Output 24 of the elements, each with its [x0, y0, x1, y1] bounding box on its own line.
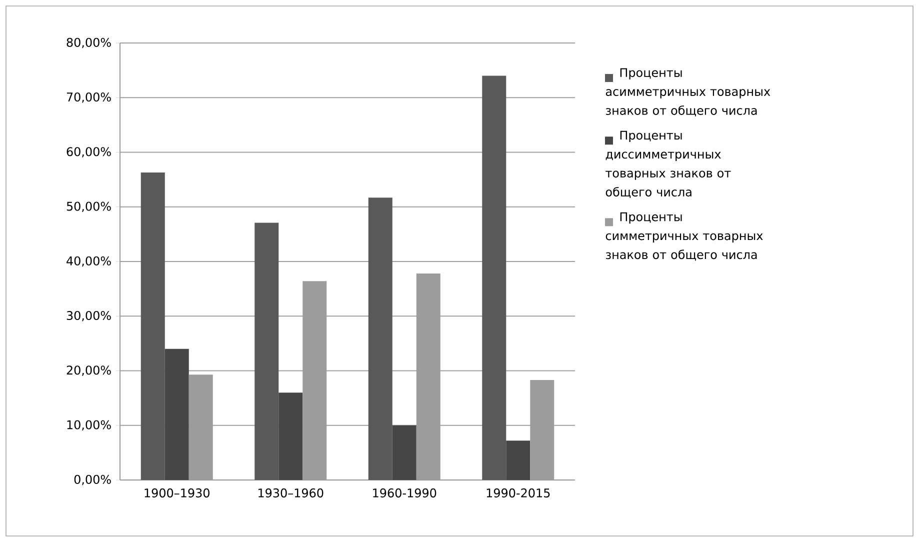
bar	[368, 198, 392, 480]
y-tick-label: 70,00%	[66, 92, 111, 103]
y-tick-label: 10,00%	[67, 420, 111, 431]
y-tick-label: 30,00%	[66, 310, 111, 322]
legend-label: Проценты диссимметричных товарных знаков от общего числа	[606, 130, 731, 198]
bar	[392, 425, 416, 480]
bar	[278, 392, 303, 480]
y-tick-label: 40,00%	[66, 256, 111, 267]
x-tick-label: 1960-1990	[373, 488, 436, 498]
x-tick-label: 1930–1960	[258, 488, 324, 498]
y-tick-label: 20,00%	[66, 366, 111, 376]
x-tick-label: 1990-2015	[486, 488, 550, 498]
y-tick-label: 80,00%	[66, 38, 111, 48]
bar	[254, 222, 279, 480]
bar	[482, 76, 506, 480]
legend-label: Проценты симметричных товарных знаков от общего числа	[606, 212, 763, 261]
legend-label: Проценты асимметричных товарных знаков от общего числа	[606, 68, 770, 116]
x-tick-label: 1900–1930	[144, 488, 210, 498]
bar	[506, 440, 530, 480]
y-tick-label: 0,00%	[74, 474, 111, 486]
y-tick-label: 60,00%	[66, 147, 111, 158]
bar	[164, 348, 189, 480]
y-tick-label: 50,00%	[66, 202, 111, 212]
bar	[140, 172, 165, 480]
